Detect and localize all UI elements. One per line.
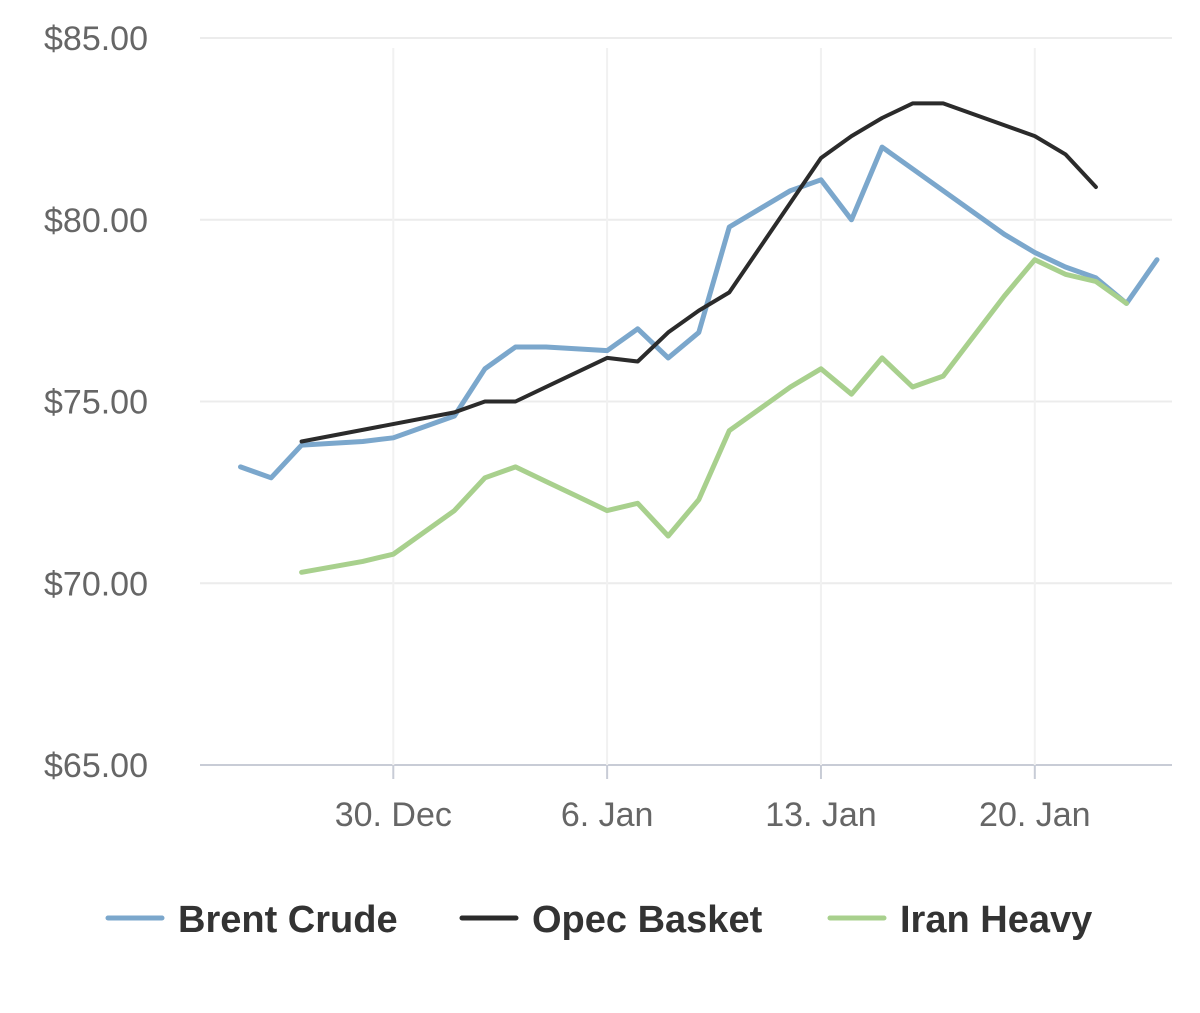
y-tick-label: $70.00 bbox=[44, 565, 148, 603]
legend-label: Opec Basket bbox=[532, 899, 763, 941]
series-line-iran-heavy bbox=[299, 257, 1129, 575]
legend-label: Brent Crude bbox=[178, 899, 398, 941]
y-axis: $65.00 $70.00 $75.00 $80.00 $85.00 bbox=[44, 20, 148, 785]
grid-layer bbox=[200, 37, 1172, 766]
y-tick-label: $85.00 bbox=[44, 20, 148, 58]
x-tick-label: 30. Dec bbox=[335, 796, 452, 834]
y-tick-label: $65.00 bbox=[44, 747, 148, 785]
series-line-brent-crude bbox=[238, 144, 1160, 481]
series-line-opec-basket bbox=[299, 101, 1098, 444]
x-axis: 30. Dec 6. Jan 13. Jan 20. Jan bbox=[335, 765, 1091, 834]
legend: Brent Crude Opec Basket Iran Heavy bbox=[105, 899, 1092, 941]
legend-label: Iran Heavy bbox=[900, 899, 1092, 941]
x-tick-label: 6. Jan bbox=[561, 796, 654, 834]
series-layer bbox=[238, 101, 1160, 575]
y-tick-label: $75.00 bbox=[44, 384, 148, 422]
x-tick-label: 13. Jan bbox=[765, 796, 877, 834]
y-tick-label: $80.00 bbox=[44, 202, 148, 240]
x-tick-label: 20. Jan bbox=[979, 796, 1091, 834]
